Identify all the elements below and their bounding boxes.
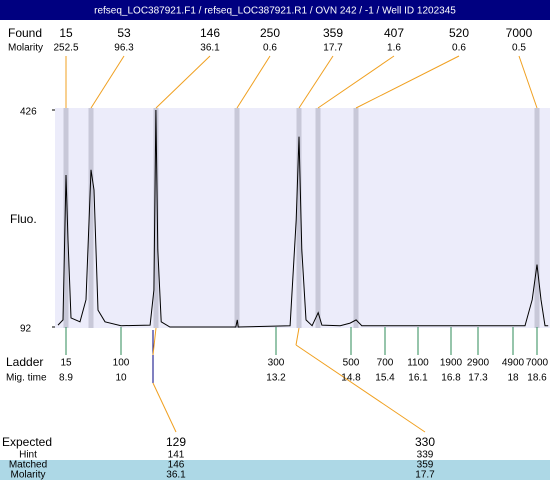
ladder-sublabel: Mig. time: [6, 373, 47, 384]
expected-cell: 339: [417, 450, 434, 461]
found-molarity: 0.6: [263, 43, 277, 54]
peak-leader: [518, 55, 538, 109]
found-molarity: 1.6: [387, 43, 401, 54]
ladder-time: 18.6: [527, 373, 547, 384]
ladder-time: 15.4: [375, 373, 395, 384]
ladder-size: 1900: [440, 358, 463, 369]
peak-leader: [90, 55, 125, 109]
ladder-label: Ladder: [6, 355, 43, 369]
ladder-time: 17.3: [468, 373, 488, 384]
ladder-time: 18: [507, 373, 519, 384]
peak-leader: [155, 55, 211, 109]
found-molarity: 96.3: [114, 43, 134, 54]
found-size: 53: [117, 26, 131, 40]
found-molarity: 36.1: [200, 43, 220, 54]
ladder-size: 700: [377, 358, 394, 369]
expected-row-label: Matched: [9, 460, 47, 471]
peak-band: [63, 108, 69, 328]
peak-leader: [298, 55, 334, 109]
found-size: 407: [384, 26, 404, 40]
ladder-size: 2900: [467, 358, 490, 369]
found-molarity: 0.5: [512, 43, 526, 54]
title-bar: [0, 0, 550, 20]
ladder-time: 16.8: [441, 373, 461, 384]
ladder-time: 13.2: [266, 373, 286, 384]
found-label: Found: [8, 26, 42, 40]
peak-band: [153, 108, 159, 328]
peak-band: [88, 108, 94, 328]
ladder-size: 100: [113, 358, 130, 369]
found-size: 359: [323, 26, 343, 40]
found-size: 520: [449, 26, 469, 40]
peak-band: [353, 108, 359, 328]
peak-band: [296, 108, 302, 328]
expected-leader: [295, 344, 426, 433]
expected-cell: 359: [417, 460, 434, 471]
ladder-size: 15: [60, 358, 72, 369]
ladder-time: 8.9: [59, 373, 73, 384]
found-molarity: 17.7: [323, 43, 343, 54]
y-tick-label: 92: [20, 324, 32, 335]
found-size: 7000: [506, 26, 533, 40]
expected-leader: [295, 327, 300, 346]
peak-leader: [236, 55, 271, 109]
peak-band: [315, 108, 321, 328]
trace: [57, 109, 549, 328]
y-label: Fluo.: [10, 212, 37, 226]
expected-cell: 36.1: [166, 470, 186, 480]
expected-cell: 17.7: [415, 470, 435, 480]
found-size: 250: [260, 26, 280, 40]
peak-leader: [317, 55, 395, 109]
found-molarity: 0.6: [452, 43, 466, 54]
found-size: 15: [59, 26, 73, 40]
expected-leader: [152, 327, 157, 356]
expected-leader: [152, 382, 177, 433]
plot-area: [55, 108, 550, 328]
expected-cell: 129: [166, 435, 186, 449]
peak-band: [234, 108, 240, 328]
ladder-size: 4900: [502, 358, 525, 369]
y-tick-label: 426: [20, 107, 37, 118]
expected-row-label: Expected: [2, 435, 52, 449]
found-size: 146: [200, 26, 220, 40]
found-sublabel: Molarity: [8, 43, 43, 54]
matched-band: [0, 460, 550, 480]
ladder-time: 14.8: [341, 373, 361, 384]
ladder-size: 7000: [526, 358, 549, 369]
ladder-size: 300: [268, 358, 285, 369]
found-molarity: 252.5: [53, 43, 78, 54]
expected-row-label: Molarity: [10, 470, 45, 480]
ladder-time: 10: [115, 373, 127, 384]
peak-leader: [355, 55, 460, 109]
title: refseq_LOC387921.F1 / refseq_LOC387921.R…: [94, 6, 456, 17]
expected-cell: 330: [415, 435, 435, 449]
expected-cell: 141: [168, 450, 185, 461]
expected-cell: 146: [168, 460, 185, 471]
ladder-time: 16.1: [408, 373, 428, 384]
expected-row-label: Hint: [19, 450, 37, 461]
peak-band: [534, 108, 540, 328]
ladder-size: 500: [343, 358, 360, 369]
ladder-size: 1100: [407, 358, 429, 369]
